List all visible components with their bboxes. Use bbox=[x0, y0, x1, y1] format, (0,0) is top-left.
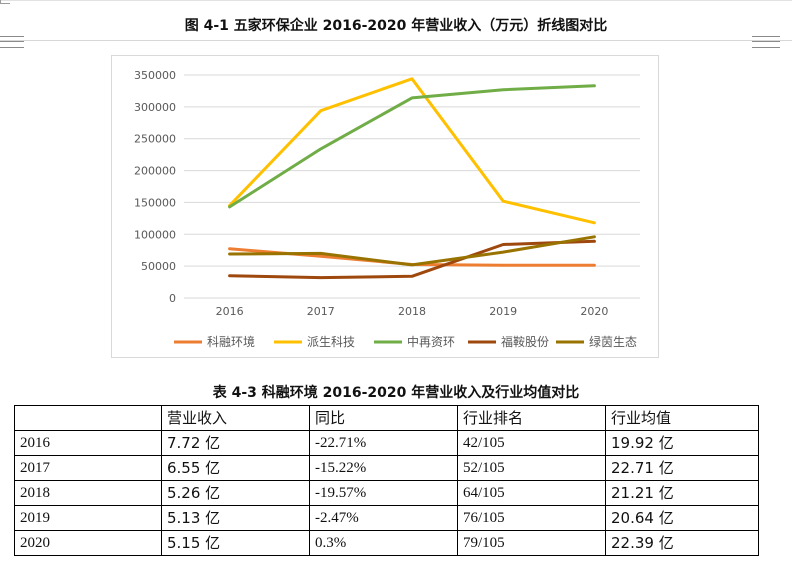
header-cell: 营业收入 bbox=[161, 405, 310, 431]
x-tick-label: 2020 bbox=[580, 305, 608, 318]
table-caption: 表 4-3 科融环境 2016-2020 年营业收入及行业均值对比 bbox=[212, 385, 580, 401]
legend-label: 中再资环 bbox=[407, 334, 455, 349]
header-cell bbox=[14, 405, 162, 431]
figure-caption: 图 4-1 五家环保企业 2016-2020 年营业收入（万元）折线图对比 bbox=[184, 18, 608, 34]
data-point bbox=[320, 255, 322, 258]
data-point bbox=[320, 148, 322, 150]
text-boundary-line bbox=[0, 40, 792, 41]
header-cell: 行业均值 bbox=[605, 405, 759, 431]
data-cell: 76/105 bbox=[457, 505, 606, 531]
y-tick-label: 100000 bbox=[134, 228, 176, 241]
data-point bbox=[411, 97, 413, 99]
data-point bbox=[411, 78, 413, 80]
data-point bbox=[228, 274, 231, 277]
data-point bbox=[411, 264, 413, 266]
y-tick-label: 50000 bbox=[141, 260, 176, 273]
series-line bbox=[228, 84, 596, 209]
data-cell: 21.21 亿 bbox=[605, 480, 759, 506]
table-row: 2020 5.15 亿 0.3% 79/105 22.39 亿 bbox=[14, 530, 759, 556]
data-cell: 2016 bbox=[14, 430, 162, 456]
data-cell: 5.26 亿 bbox=[161, 480, 310, 506]
header-cell: 同比 bbox=[309, 405, 458, 431]
data-cell: 2019 bbox=[14, 505, 162, 531]
margin-marker-left bbox=[0, 36, 24, 48]
legend-label: 派生科技 bbox=[307, 335, 355, 349]
data-cell: 22.39 亿 bbox=[605, 530, 759, 556]
data-point bbox=[228, 206, 231, 208]
data-point bbox=[228, 253, 231, 255]
table-row: 2018 5.26 亿 -19.57% 64/105 21.21 亿 bbox=[14, 480, 759, 506]
data-point bbox=[502, 200, 505, 202]
data-cell: 2017 bbox=[14, 455, 162, 481]
data-cell: 6.55 亿 bbox=[161, 455, 310, 481]
data-cell: -15.22% bbox=[309, 455, 458, 481]
data-point bbox=[593, 222, 596, 224]
series-line bbox=[228, 77, 596, 225]
x-tick-label: 2017 bbox=[307, 305, 335, 318]
data-point bbox=[593, 236, 596, 238]
data-point bbox=[593, 264, 596, 266]
y-tick-label: 200000 bbox=[134, 165, 176, 178]
data-cell: -2.47% bbox=[309, 505, 458, 531]
series-line bbox=[228, 235, 596, 267]
table-header-row: 营业收入 同比 行业排名 行业均值 bbox=[14, 405, 759, 431]
legend-label: 绿茵生态 bbox=[589, 334, 637, 349]
data-cell: -22.71% bbox=[309, 430, 458, 456]
data-cell: 2018 bbox=[14, 480, 162, 506]
series-line bbox=[228, 247, 596, 267]
data-cell: 19.92 亿 bbox=[605, 430, 759, 456]
y-tick-label: 150000 bbox=[134, 196, 176, 209]
x-tick-label: 2018 bbox=[398, 305, 426, 318]
data-point bbox=[593, 85, 596, 87]
data-cell: 5.15 亿 bbox=[161, 530, 310, 556]
table-row: 2016 7.72 亿 -22.71% 42/105 19.92 亿 bbox=[14, 430, 759, 456]
line-chart-svg: 0 50000 100000 150000 200000 250000 300000 3500… bbox=[134, 69, 640, 349]
data-point bbox=[411, 275, 413, 278]
y-tick-label: 0 bbox=[169, 292, 176, 305]
legend-label: 福鞍股份 bbox=[501, 334, 549, 349]
data-point bbox=[502, 264, 505, 267]
data-cell: 5.13 亿 bbox=[161, 505, 310, 531]
data-cell: 2020 bbox=[14, 530, 162, 556]
data-point bbox=[502, 88, 505, 91]
y-tick-label: 300000 bbox=[134, 101, 176, 114]
revenue-table: 营业收入 同比 行业排名 行业均值 2016 7.72 亿 -22.71% 42/105 19.… bbox=[14, 405, 759, 556]
page-corner-mark bbox=[0, 3, 10, 4]
data-point bbox=[320, 252, 322, 255]
x-tick-label: 2019 bbox=[489, 305, 517, 318]
data-point bbox=[502, 251, 505, 253]
data-cell: 20.64 亿 bbox=[605, 505, 759, 531]
y-tick-label: 350000 bbox=[134, 69, 176, 82]
data-point bbox=[593, 240, 596, 243]
margin-marker-right bbox=[752, 36, 780, 48]
page-top-rule bbox=[0, 0, 792, 1]
data-cell: 52/105 bbox=[457, 455, 606, 481]
table-row: 2019 5.13 亿 -2.47% 76/105 20.64 亿 bbox=[14, 505, 759, 531]
data-point bbox=[320, 276, 322, 279]
header-cell: 行业排名 bbox=[457, 405, 606, 431]
data-cell: 22.71 亿 bbox=[605, 455, 759, 481]
data-cell: 64/105 bbox=[457, 480, 606, 506]
data-point bbox=[228, 248, 231, 250]
data-cell: -19.57% bbox=[309, 480, 458, 506]
data-cell: 79/105 bbox=[457, 530, 606, 556]
data-point bbox=[320, 109, 322, 112]
data-cell: 0.3% bbox=[309, 530, 458, 556]
x-tick-label: 2016 bbox=[216, 305, 244, 318]
data-cell: 42/105 bbox=[457, 430, 606, 456]
data-point bbox=[502, 243, 505, 246]
line-chart: 0 50000 100000 150000 200000 250000 300000 3500… bbox=[111, 55, 659, 358]
data-cell: 7.72 亿 bbox=[161, 430, 310, 456]
table-row: 2017 6.55 亿 -15.22% 52/105 22.71 亿 bbox=[14, 455, 759, 481]
legend-label: 科融环境 bbox=[207, 334, 255, 349]
y-tick-label: 250000 bbox=[134, 133, 176, 146]
page-corner-mark-vertical bbox=[0, 0, 1, 4]
